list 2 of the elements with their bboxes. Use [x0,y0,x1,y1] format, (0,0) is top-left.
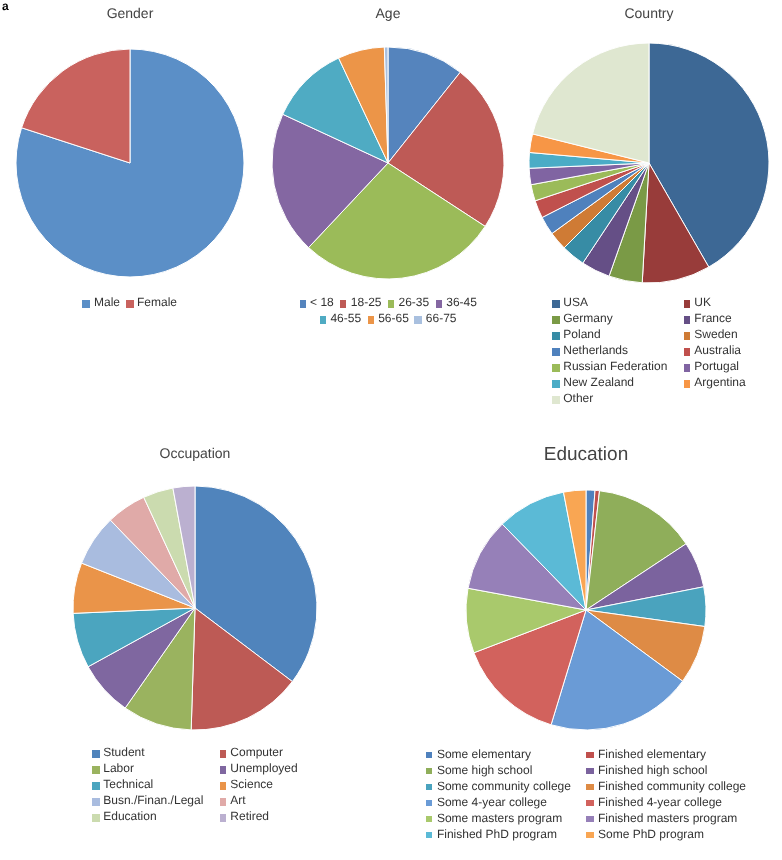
chart-title: Education [541,444,631,469]
pie-slice [15,48,245,278]
